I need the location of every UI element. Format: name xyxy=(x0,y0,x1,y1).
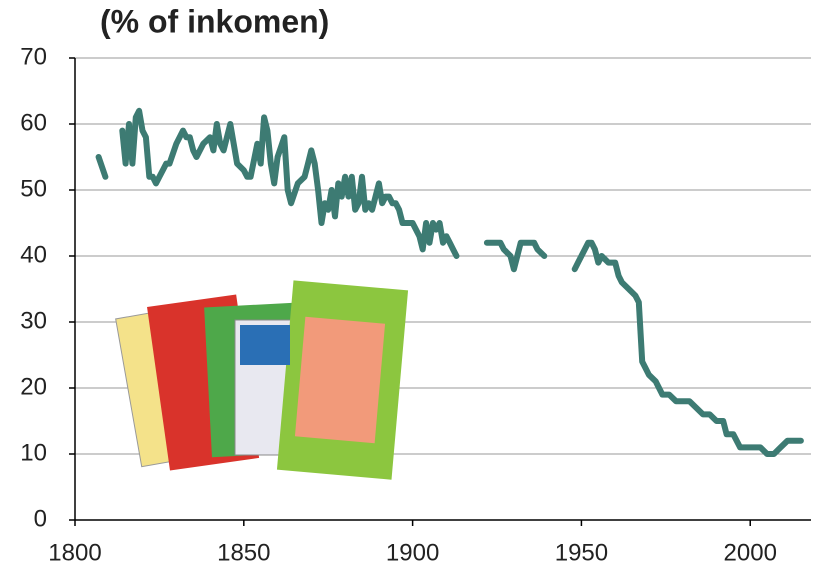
x-tick-label: 1950 xyxy=(555,539,608,566)
chart-title: (% of inkomen) xyxy=(100,3,329,39)
y-tick-label: 40 xyxy=(20,241,47,268)
y-tick-label: 70 xyxy=(20,43,47,70)
y-tick-label: 0 xyxy=(34,505,47,532)
y-tick-label: 30 xyxy=(20,307,47,334)
x-tick-label: 1850 xyxy=(217,539,270,566)
y-tick-label: 10 xyxy=(20,439,47,466)
data-line xyxy=(95,107,804,457)
x-tick-label: 2000 xyxy=(724,539,777,566)
flyers-image xyxy=(115,280,409,480)
y-tick-label: 20 xyxy=(20,373,47,400)
x-tick-label: 1800 xyxy=(48,539,101,566)
y-tick-label: 50 xyxy=(20,175,47,202)
x-tick-label: 1900 xyxy=(386,539,439,566)
y-tick-label: 60 xyxy=(20,109,47,136)
